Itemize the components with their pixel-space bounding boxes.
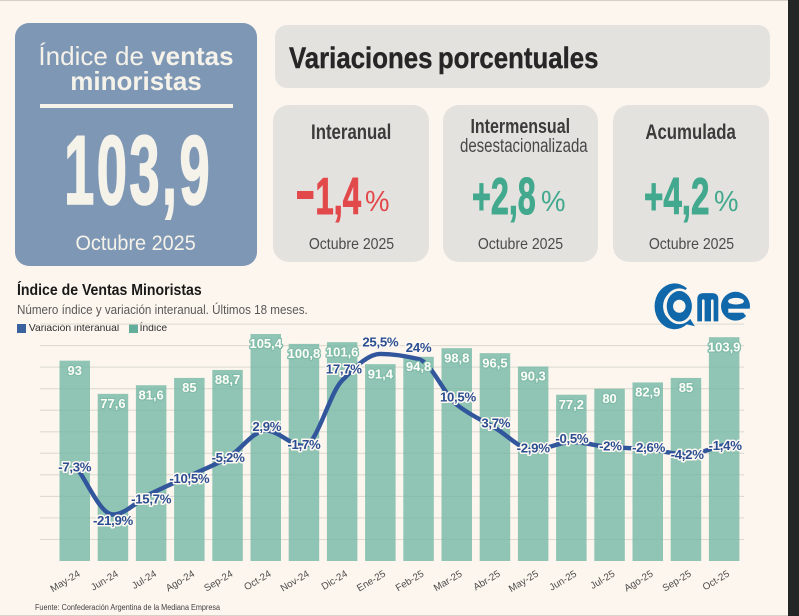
svg-text:10,5%: 10,5%: [440, 390, 476, 405]
svg-text:82,9: 82,9: [635, 385, 660, 400]
svg-text:-21,9%: -21,9%: [93, 513, 134, 528]
svg-text:May-24: May-24: [49, 568, 83, 595]
svg-text:2,9%: 2,9%: [252, 419, 281, 434]
svg-text:105,4: 105,4: [249, 336, 282, 351]
svg-text:85: 85: [679, 380, 693, 395]
svg-text:Sep-25: Sep-25: [661, 568, 694, 594]
svg-text:24%: 24%: [406, 340, 432, 355]
svg-text:Jun-24: Jun-24: [89, 568, 121, 593]
svg-text:-7,3%: -7,3%: [58, 459, 92, 474]
svg-text:Mar-25: Mar-25: [432, 568, 465, 594]
svg-text:93: 93: [68, 363, 82, 378]
svg-text:Jun-25: Jun-25: [548, 568, 580, 593]
svg-text:May-25: May-25: [507, 568, 541, 595]
svg-text:85: 85: [182, 380, 196, 395]
svg-text:91,4: 91,4: [368, 366, 394, 381]
svg-text:90,3: 90,3: [520, 369, 545, 384]
svg-text:3,7%: 3,7%: [481, 416, 510, 431]
svg-text:-4,2%: -4,2%: [671, 447, 705, 462]
svg-text:94,8: 94,8: [406, 359, 431, 374]
svg-text:Oct-25: Oct-25: [701, 568, 732, 593]
svg-text:101,6: 101,6: [326, 344, 359, 359]
svg-text:Dic-24: Dic-24: [320, 568, 350, 592]
svg-text:Abr-25: Abr-25: [472, 568, 503, 593]
svg-text:-15,7%: -15,7%: [131, 491, 172, 506]
svg-text:Sep-24: Sep-24: [202, 568, 235, 594]
svg-text:100,8: 100,8: [288, 346, 321, 361]
svg-text:80: 80: [602, 391, 616, 406]
svg-text:-10,5%: -10,5%: [169, 471, 210, 486]
svg-text:-2%: -2%: [599, 438, 622, 453]
svg-text:98,8: 98,8: [444, 350, 469, 365]
svg-text:88,7: 88,7: [215, 372, 240, 387]
svg-text:-1,7%: -1,7%: [287, 437, 321, 452]
svg-text:-1,4%: -1,4%: [709, 438, 743, 453]
svg-text:103,9: 103,9: [708, 339, 741, 354]
svg-text:77,6: 77,6: [100, 396, 125, 411]
svg-text:Jul-24: Jul-24: [130, 568, 159, 591]
svg-text:77,2: 77,2: [559, 397, 584, 412]
svg-text:Oct-24: Oct-24: [242, 568, 273, 593]
svg-text:81,6: 81,6: [138, 387, 163, 402]
svg-text:-5,2%: -5,2%: [212, 450, 246, 465]
svg-text:25,5%: 25,5%: [362, 335, 398, 350]
svg-text:Feb-25: Feb-25: [394, 568, 427, 594]
svg-text:Nov-24: Nov-24: [279, 568, 312, 594]
svg-text:17,7%: 17,7%: [326, 361, 362, 376]
svg-text:-0,5%: -0,5%: [555, 431, 589, 446]
svg-text:Jul-25: Jul-25: [589, 568, 618, 591]
svg-text:-2,9%: -2,9%: [517, 441, 551, 456]
svg-text:-2,6%: -2,6%: [632, 440, 666, 455]
svg-text:Ene-25: Ene-25: [355, 568, 388, 594]
svg-text:96,5: 96,5: [482, 355, 507, 370]
svg-text:Ago-24: Ago-24: [164, 568, 197, 594]
svg-text:Ago-25: Ago-25: [623, 568, 656, 594]
